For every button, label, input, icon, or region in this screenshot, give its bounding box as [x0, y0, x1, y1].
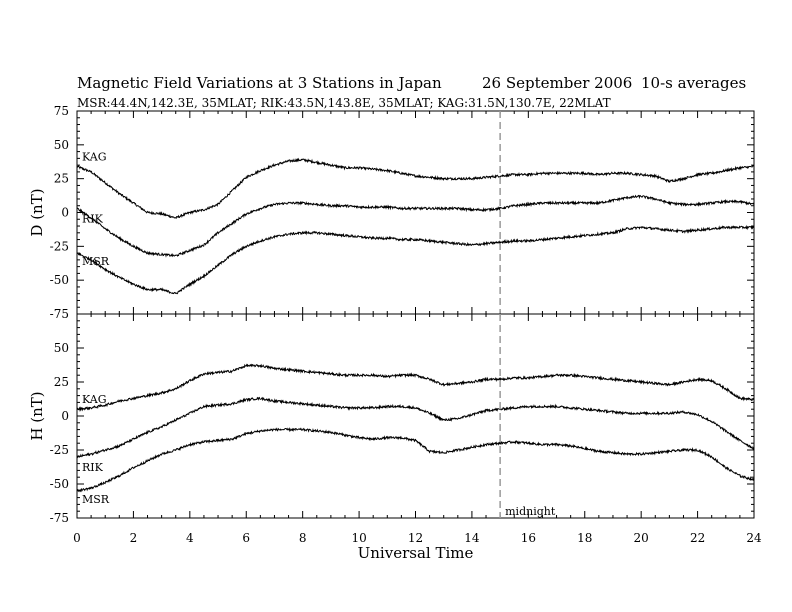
x-tick-label: 2: [130, 531, 138, 545]
x-tick-label: 18: [577, 531, 592, 545]
y-tick-label: -25: [50, 443, 69, 457]
x-axis-label: Universal Time: [358, 544, 474, 562]
midnight-label: midnight: [505, 505, 556, 518]
series-line-kag: [76, 157, 755, 220]
series-label-rik: RIK: [82, 212, 104, 225]
series-label-msr: MSR: [82, 493, 110, 506]
x-tick-label: 8: [299, 531, 307, 545]
x-tick-label: 24: [746, 531, 762, 545]
panel-frame-H: [76, 313, 755, 519]
y-axis-label: H (nT): [28, 391, 46, 440]
y-axis-label: D (nT): [28, 188, 46, 236]
x-tick-label: 6: [242, 531, 250, 545]
x-tick-label: 16: [521, 531, 536, 545]
series-line-kag: [76, 363, 755, 412]
series-label-kag: KAG: [82, 393, 107, 406]
series-line-msr: [76, 427, 755, 493]
y-tick-label: 0: [61, 409, 69, 423]
chart-averaging: 10-s averages: [641, 74, 746, 92]
y-tick-label: -25: [50, 239, 69, 253]
x-tick-label: 0: [73, 531, 81, 545]
series-label-rik: RIK: [82, 461, 104, 474]
y-tick-label: 25: [54, 375, 69, 389]
y-tick-label: 25: [54, 172, 69, 186]
panel-frame-D: [76, 110, 755, 315]
y-tick-label: 75: [54, 104, 69, 118]
x-tick-label: 22: [690, 531, 705, 545]
y-tick-label: 50: [54, 138, 69, 152]
x-tick-label: 10: [351, 531, 366, 545]
chart-date: 26 September 2006: [482, 74, 632, 92]
y-tick-label: -75: [50, 307, 69, 321]
y-tick-label: 50: [54, 341, 69, 355]
y-tick-label: 0: [61, 206, 69, 220]
chart-title: Magnetic Field Variations at 3 Stations …: [77, 74, 442, 92]
y-tick-label: -50: [50, 477, 69, 491]
x-tick-label: 12: [408, 531, 423, 545]
series-label-msr: MSR: [82, 255, 110, 268]
x-tick-label: 20: [634, 531, 649, 545]
x-tick-label: 4: [186, 531, 194, 545]
y-tick-label: -50: [50, 273, 69, 287]
x-tick-label: 14: [464, 531, 480, 545]
series-label-kag: KAG: [82, 150, 107, 163]
series-line-msr: [76, 224, 755, 295]
series-line-rik: [76, 396, 755, 459]
chart-panels: 75 50 25 0 -25 -50 -75 D (nT) KAG RIK MSR 50 25 0 -25 -…: [28, 104, 762, 562]
station-coordinates: MSR:44.4N,142.3E, 35MLAT; RIK:43.5N,143.…: [77, 96, 611, 110]
y-tick-label: -75: [50, 511, 69, 525]
series-line-rik: [76, 194, 755, 258]
